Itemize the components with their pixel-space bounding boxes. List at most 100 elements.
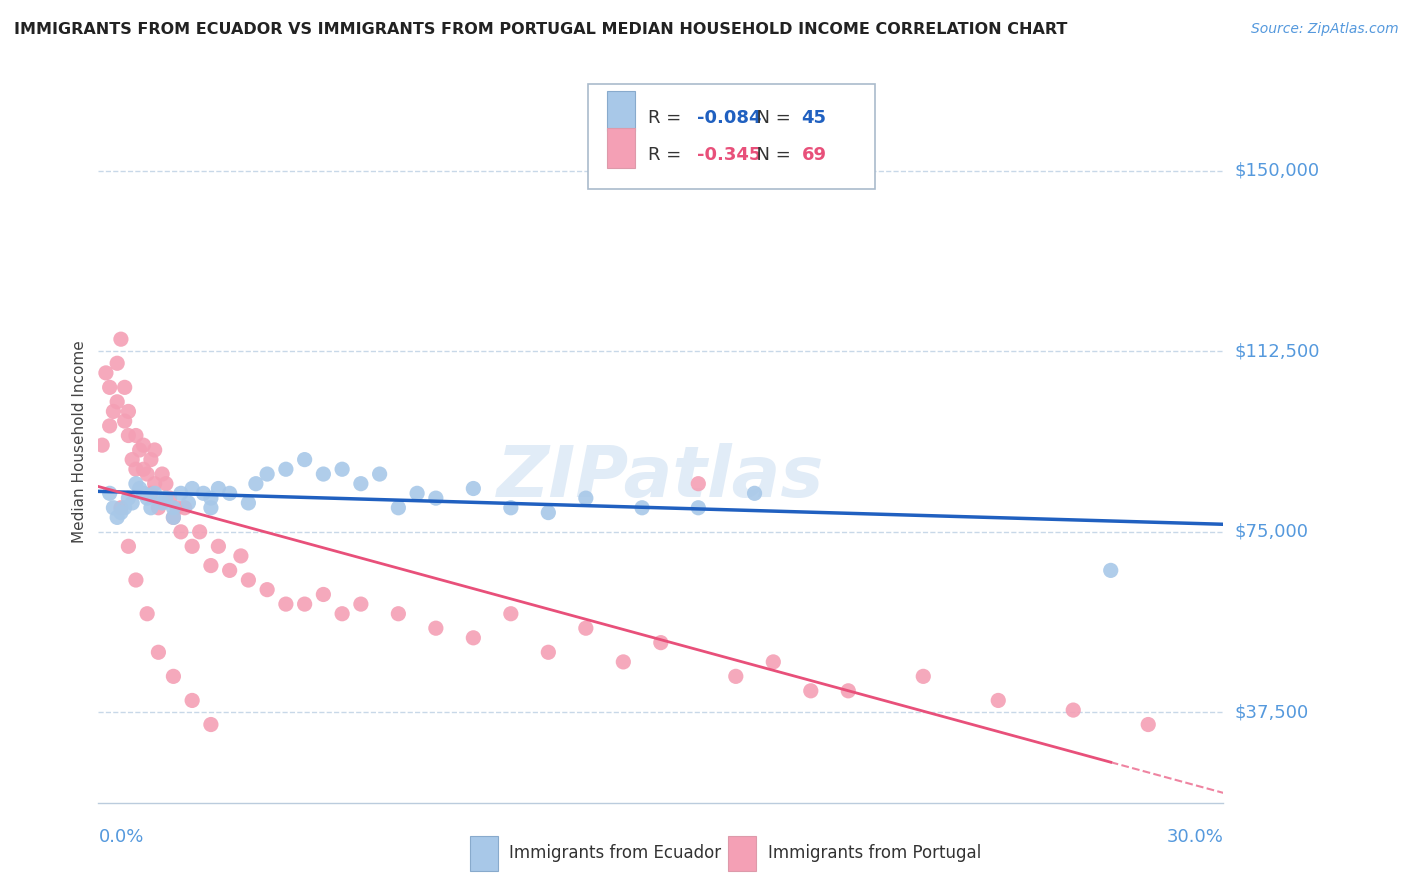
Point — [128, 482, 150, 496]
Text: $112,500: $112,500 — [1234, 343, 1320, 360]
Point — [103, 500, 125, 515]
Point — [650, 635, 672, 649]
Point — [688, 500, 710, 515]
Point — [136, 607, 159, 621]
Point — [125, 462, 148, 476]
Text: $150,000: $150,000 — [1234, 161, 1319, 179]
Point — [117, 428, 139, 442]
Point — [150, 467, 173, 481]
Point — [612, 655, 634, 669]
Point — [128, 442, 150, 457]
Point — [1099, 563, 1122, 577]
Point — [238, 496, 260, 510]
Point — [181, 482, 204, 496]
Point — [229, 549, 252, 563]
Point — [132, 462, 155, 476]
Point — [170, 486, 193, 500]
Point — [125, 573, 148, 587]
Point — [105, 510, 128, 524]
Point — [170, 524, 193, 539]
Point — [110, 506, 132, 520]
Point — [387, 500, 409, 515]
Text: Source: ZipAtlas.com: Source: ZipAtlas.com — [1251, 22, 1399, 37]
Point — [121, 452, 143, 467]
Point — [162, 510, 184, 524]
Point — [103, 404, 125, 418]
Point — [162, 500, 184, 515]
Point — [173, 500, 195, 515]
Point — [136, 491, 159, 505]
Point — [368, 467, 391, 481]
Text: $75,000: $75,000 — [1234, 523, 1309, 541]
Point — [200, 491, 222, 505]
Point — [425, 491, 447, 505]
Point — [987, 693, 1010, 707]
Text: 30.0%: 30.0% — [1167, 828, 1223, 846]
Point — [350, 597, 373, 611]
Point — [499, 607, 522, 621]
Text: Immigrants from Portugal: Immigrants from Portugal — [768, 845, 981, 863]
Point — [162, 669, 184, 683]
Text: 0.0%: 0.0% — [98, 828, 143, 846]
Point — [330, 607, 353, 621]
Point — [406, 486, 429, 500]
FancyBboxPatch shape — [728, 836, 756, 871]
Point — [463, 631, 485, 645]
Point — [155, 476, 177, 491]
Point — [294, 597, 316, 611]
Point — [132, 486, 155, 500]
Point — [148, 500, 170, 515]
Point — [537, 645, 560, 659]
Point — [114, 414, 136, 428]
Point — [125, 428, 148, 442]
Point — [162, 510, 184, 524]
Point — [155, 491, 177, 505]
Point — [631, 500, 654, 515]
Point — [117, 404, 139, 418]
Point — [91, 438, 114, 452]
Point — [1137, 717, 1160, 731]
FancyBboxPatch shape — [607, 91, 636, 131]
Text: ZIPatlas: ZIPatlas — [498, 443, 824, 512]
FancyBboxPatch shape — [470, 836, 498, 871]
Point — [139, 500, 162, 515]
Point — [762, 655, 785, 669]
Y-axis label: Median Household Income: Median Household Income — [72, 340, 87, 543]
FancyBboxPatch shape — [588, 84, 875, 189]
Point — [294, 452, 316, 467]
Text: R =: R = — [648, 109, 688, 127]
Point — [744, 486, 766, 500]
Point — [537, 506, 560, 520]
Point — [98, 380, 121, 394]
Point — [143, 476, 166, 491]
Point — [94, 366, 117, 380]
Point — [177, 496, 200, 510]
Point — [114, 500, 136, 515]
Point — [200, 717, 222, 731]
Point — [150, 496, 173, 510]
Point — [121, 496, 143, 510]
Text: Immigrants from Ecuador: Immigrants from Ecuador — [509, 845, 721, 863]
Point — [312, 467, 335, 481]
Point — [166, 500, 188, 515]
Text: R =: R = — [648, 145, 688, 164]
Point — [207, 539, 229, 553]
Point — [274, 462, 297, 476]
Point — [499, 500, 522, 515]
Point — [188, 524, 211, 539]
Point — [256, 582, 278, 597]
Point — [688, 476, 710, 491]
Point — [387, 607, 409, 621]
Point — [200, 500, 222, 515]
Point — [218, 563, 240, 577]
Point — [912, 669, 935, 683]
Text: N =: N = — [745, 109, 797, 127]
Point — [117, 491, 139, 505]
Text: N =: N = — [745, 145, 797, 164]
Point — [256, 467, 278, 481]
Point — [837, 683, 859, 698]
Point — [350, 476, 373, 491]
Point — [274, 597, 297, 611]
Text: -0.084: -0.084 — [697, 109, 761, 127]
Point — [218, 486, 240, 500]
